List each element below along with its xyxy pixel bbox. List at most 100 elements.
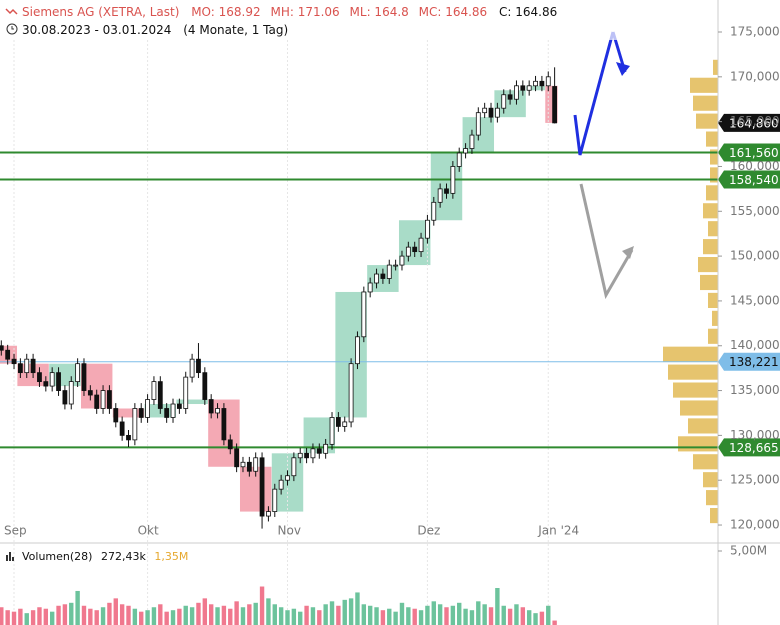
volume-bar: [18, 608, 23, 625]
volume-bar: [501, 605, 506, 625]
grid: [13, 40, 549, 625]
candle-body: [240, 461, 246, 468]
candle-body: [539, 80, 545, 87]
candle-body: [81, 363, 87, 391]
volume-y-tick-label: 5,00M: [730, 544, 767, 558]
volume-bar: [94, 610, 99, 625]
candle-body: [234, 448, 240, 468]
candle-body: [164, 408, 170, 418]
clock-hands: [11, 26, 14, 30]
volume-bar: [437, 604, 443, 625]
level-tag: [718, 113, 780, 132]
volume-bar: [139, 611, 144, 625]
volume-bar: [463, 608, 468, 625]
period: (4 Monate, 1 Tag): [183, 23, 288, 37]
volume-bar: [132, 608, 138, 625]
candle-body: [501, 94, 507, 109]
candles: [0, 67, 558, 529]
candle-body: [0, 345, 4, 351]
volume-bar: [278, 607, 284, 625]
candle-body: [399, 255, 405, 266]
volume-bar: [469, 610, 475, 625]
volume-bar: [526, 610, 532, 625]
profile-bar: [673, 382, 718, 398]
y-tick-label: 140,000: [730, 338, 780, 352]
candle-body: [221, 408, 227, 441]
profile-bar: [688, 418, 718, 434]
candle-body: [107, 390, 112, 409]
volume-icon: [6, 552, 14, 561]
candle-body: [514, 85, 519, 100]
volume-bar: [69, 602, 74, 625]
level-label: 164,860: [729, 116, 779, 130]
week-box: [176, 399, 208, 405]
candle-body: [444, 188, 449, 194]
candle-body: [297, 452, 303, 459]
volume-bar: [374, 607, 379, 625]
volume-bar: [272, 604, 277, 625]
candle-body: [266, 511, 271, 517]
profile-bar: [690, 77, 718, 93]
volume-bar: [425, 605, 430, 625]
candle-body: [431, 201, 437, 221]
volume-bar: [221, 605, 227, 625]
candle-body: [507, 94, 513, 100]
profile-bar: [703, 203, 718, 219]
volume-bar: [355, 592, 360, 625]
profile-bar: [708, 221, 718, 237]
candle-body: [87, 390, 93, 396]
candle-body: [323, 443, 329, 454]
title: Siemens AG (XETRA, Last): [22, 5, 179, 19]
candle-body: [138, 408, 144, 418]
volume-avg: 272,43k: [101, 550, 146, 563]
volume-bar: [495, 588, 500, 625]
volume-bar: [393, 611, 398, 625]
y-tick-label: 135,000: [730, 383, 780, 397]
volume-bar: [336, 605, 341, 625]
profile-bar: [698, 257, 718, 273]
x-tick-label: Dez: [417, 524, 440, 538]
volume-bar: [387, 608, 392, 625]
y-tick-label: 130,000: [730, 428, 780, 442]
candle-body: [285, 475, 290, 481]
volume-bar: [196, 602, 201, 625]
candle-body: [11, 358, 17, 365]
candle-body: [304, 452, 309, 459]
profile-bar: [706, 185, 718, 201]
stat: MO: 168.92: [191, 5, 260, 19]
candle-body: [145, 399, 150, 418]
volume-title: Volumen(28): [22, 550, 92, 563]
candle-body: [342, 421, 348, 427]
volume-bar: [259, 586, 265, 625]
candle-body: [227, 439, 233, 450]
candle-body: [56, 372, 61, 391]
candle-body: [526, 85, 532, 91]
volume-bar: [488, 607, 494, 625]
volume-profile: [663, 59, 718, 524]
blue-arrowhead: [616, 62, 630, 76]
y-tick-label: 120,000: [730, 518, 780, 532]
volume-bar: [228, 608, 233, 625]
candle-body: [533, 80, 538, 87]
candle-body: [545, 76, 551, 87]
volume-bar: [177, 608, 182, 625]
volume-bar: [418, 610, 424, 625]
volume-bar: [30, 610, 36, 625]
volume-bar: [406, 607, 411, 625]
level-label: 158,540: [729, 173, 779, 187]
volume-bar: [158, 604, 163, 625]
candle-body: [43, 381, 49, 387]
volume-pane: [0, 586, 557, 625]
volume-bar: [399, 602, 405, 625]
stat: MH: 171.06: [270, 5, 339, 19]
candle-body: [49, 372, 55, 387]
profile-bar: [700, 274, 718, 291]
header-bg: [0, 0, 716, 40]
profile-bar: [706, 131, 718, 147]
candle-body: [119, 421, 125, 436]
candle-body: [386, 264, 392, 279]
candle-body: [5, 349, 11, 360]
profile-bar: [696, 113, 718, 129]
profile-bar: [678, 436, 718, 452]
